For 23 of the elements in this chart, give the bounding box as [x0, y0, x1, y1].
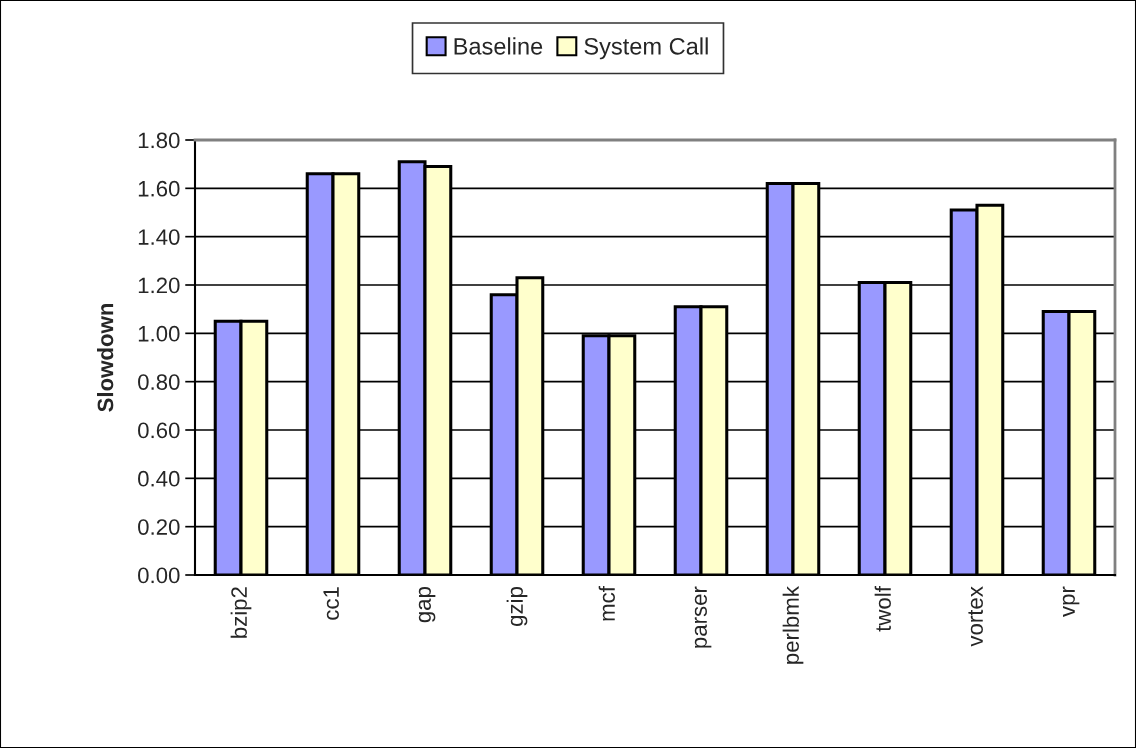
y-axis-title: Slowdown [97, 303, 114, 412]
x-tick-label: twolf [874, 586, 891, 632]
x-tick-label: perlbmk [782, 586, 804, 664]
y-tick-label: 1.00 [138, 325, 180, 342]
x-tick-label: vpr [1062, 586, 1080, 617]
y-tick-label: 0.00 [138, 567, 180, 584]
y-tick-label: 1.80 [138, 132, 180, 149]
x-tick-label: parser [694, 586, 712, 648]
y-tick-label: 0.40 [138, 470, 180, 487]
legend-label: Baseline [454, 37, 543, 55]
legend-label: System Call [584, 37, 708, 60]
x-tick-label: cc1 [323, 587, 339, 620]
y-tick-label: 1.60 [138, 180, 180, 197]
x-tick-label: vortex [968, 586, 983, 647]
y-tick-label: 0.20 [138, 519, 180, 535]
x-tick-label: bzip2 [230, 587, 252, 638]
y-tick-label: 1.20 [138, 277, 180, 294]
x-tick-label: gap [418, 587, 436, 623]
y-tick-label: 0.80 [138, 374, 180, 390]
y-tick-label: 1.40 [138, 229, 180, 245]
x-tick-label: gzip [506, 587, 528, 626]
y-tick-label: 0.60 [138, 422, 180, 439]
x-tick-label: mcf [598, 586, 615, 621]
